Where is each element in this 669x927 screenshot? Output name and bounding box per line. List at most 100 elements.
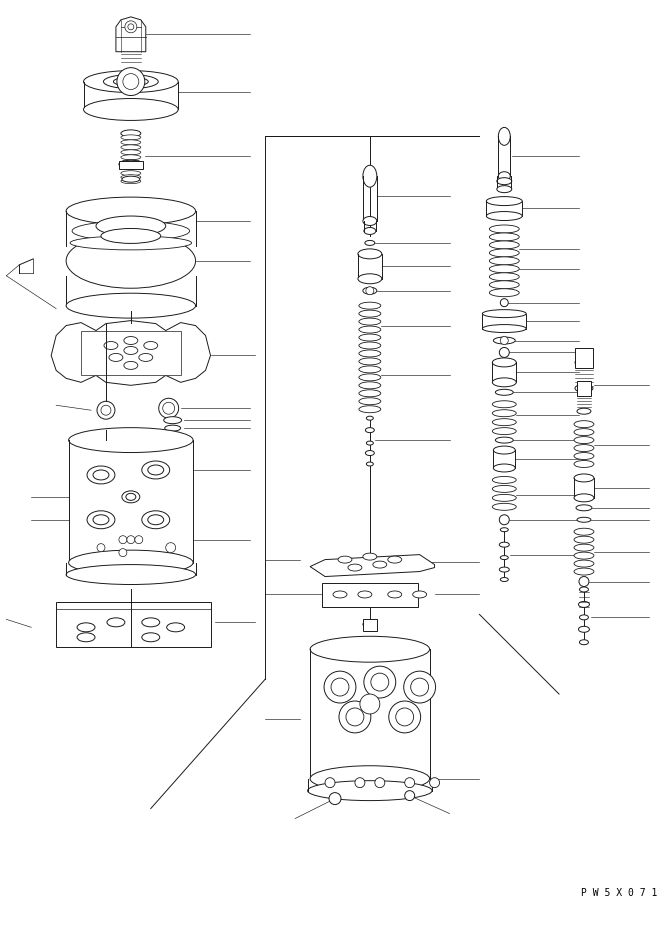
Ellipse shape bbox=[338, 556, 352, 563]
Ellipse shape bbox=[493, 337, 515, 344]
Ellipse shape bbox=[574, 428, 594, 436]
Ellipse shape bbox=[165, 425, 181, 431]
Ellipse shape bbox=[121, 134, 140, 140]
Ellipse shape bbox=[310, 636, 429, 662]
Ellipse shape bbox=[122, 176, 140, 183]
Ellipse shape bbox=[142, 461, 170, 479]
Circle shape bbox=[405, 791, 415, 801]
Bar bbox=[56, 603, 211, 647]
Circle shape bbox=[97, 543, 105, 552]
Ellipse shape bbox=[388, 556, 401, 563]
Ellipse shape bbox=[486, 197, 522, 206]
Ellipse shape bbox=[497, 185, 512, 193]
Ellipse shape bbox=[87, 466, 115, 484]
Bar bbox=[119, 161, 142, 170]
Bar bbox=[482, 313, 527, 328]
Ellipse shape bbox=[367, 441, 373, 445]
Circle shape bbox=[360, 694, 380, 714]
Ellipse shape bbox=[142, 511, 170, 528]
Ellipse shape bbox=[358, 591, 372, 598]
Ellipse shape bbox=[138, 353, 153, 362]
Ellipse shape bbox=[359, 342, 381, 349]
Ellipse shape bbox=[167, 623, 185, 632]
Circle shape bbox=[117, 68, 145, 95]
Ellipse shape bbox=[499, 542, 509, 547]
Circle shape bbox=[375, 778, 385, 788]
Ellipse shape bbox=[359, 374, 381, 381]
Ellipse shape bbox=[121, 155, 140, 159]
Bar bbox=[575, 349, 593, 368]
Ellipse shape bbox=[121, 145, 140, 150]
Ellipse shape bbox=[574, 461, 594, 467]
Circle shape bbox=[500, 298, 508, 307]
Ellipse shape bbox=[359, 326, 381, 333]
Ellipse shape bbox=[70, 236, 191, 250]
Ellipse shape bbox=[72, 221, 189, 241]
Ellipse shape bbox=[492, 358, 516, 367]
Ellipse shape bbox=[579, 602, 589, 607]
Ellipse shape bbox=[489, 281, 519, 288]
Circle shape bbox=[366, 286, 374, 295]
Circle shape bbox=[389, 701, 421, 733]
Ellipse shape bbox=[142, 618, 160, 627]
Ellipse shape bbox=[489, 241, 519, 248]
Ellipse shape bbox=[574, 528, 594, 535]
Ellipse shape bbox=[492, 476, 516, 483]
Ellipse shape bbox=[579, 587, 589, 592]
Ellipse shape bbox=[66, 197, 195, 225]
Ellipse shape bbox=[500, 555, 508, 560]
Ellipse shape bbox=[579, 627, 589, 632]
Ellipse shape bbox=[359, 334, 381, 341]
Ellipse shape bbox=[164, 417, 182, 424]
Ellipse shape bbox=[126, 493, 136, 501]
Ellipse shape bbox=[119, 160, 142, 168]
Ellipse shape bbox=[489, 265, 519, 273]
Ellipse shape bbox=[579, 640, 589, 645]
Ellipse shape bbox=[84, 98, 178, 121]
Circle shape bbox=[371, 673, 389, 691]
Ellipse shape bbox=[148, 514, 164, 525]
Ellipse shape bbox=[124, 362, 138, 369]
Ellipse shape bbox=[482, 324, 527, 333]
Ellipse shape bbox=[574, 536, 594, 543]
Ellipse shape bbox=[413, 591, 427, 598]
Ellipse shape bbox=[575, 385, 593, 392]
Ellipse shape bbox=[66, 293, 195, 318]
Ellipse shape bbox=[104, 341, 118, 349]
Circle shape bbox=[500, 337, 508, 345]
Ellipse shape bbox=[101, 228, 161, 244]
Ellipse shape bbox=[84, 70, 178, 93]
Ellipse shape bbox=[109, 353, 123, 362]
Ellipse shape bbox=[500, 578, 508, 581]
Circle shape bbox=[355, 778, 365, 788]
Circle shape bbox=[119, 536, 127, 543]
Ellipse shape bbox=[121, 130, 140, 137]
Circle shape bbox=[429, 778, 440, 788]
Circle shape bbox=[128, 24, 134, 30]
Ellipse shape bbox=[107, 618, 125, 627]
Ellipse shape bbox=[104, 74, 159, 89]
Circle shape bbox=[396, 708, 413, 726]
Ellipse shape bbox=[333, 591, 347, 598]
Ellipse shape bbox=[576, 505, 592, 511]
Ellipse shape bbox=[495, 389, 513, 395]
Ellipse shape bbox=[492, 410, 516, 417]
Circle shape bbox=[97, 401, 115, 419]
Ellipse shape bbox=[359, 382, 381, 388]
Circle shape bbox=[119, 549, 127, 556]
Ellipse shape bbox=[495, 438, 513, 443]
Ellipse shape bbox=[574, 552, 594, 559]
Ellipse shape bbox=[574, 452, 594, 460]
Ellipse shape bbox=[373, 561, 387, 568]
Ellipse shape bbox=[359, 358, 381, 365]
Circle shape bbox=[325, 778, 335, 788]
Ellipse shape bbox=[93, 470, 109, 480]
Ellipse shape bbox=[363, 287, 377, 294]
Bar bbox=[81, 331, 181, 375]
Bar bbox=[363, 619, 377, 631]
Ellipse shape bbox=[492, 378, 516, 387]
Ellipse shape bbox=[367, 462, 373, 466]
Circle shape bbox=[405, 778, 415, 788]
Ellipse shape bbox=[359, 311, 381, 317]
Ellipse shape bbox=[492, 400, 516, 408]
